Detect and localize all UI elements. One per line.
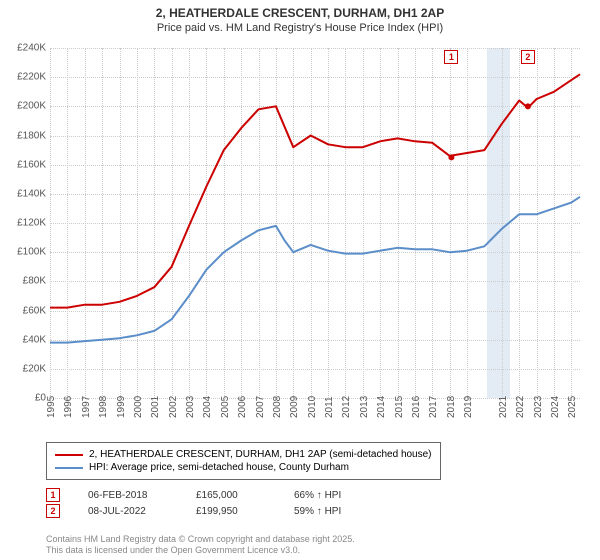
sale-price: £165,000 (196, 490, 266, 501)
x-tick-label: 1997 (81, 396, 92, 418)
sales-table: 1 06-FEB-2018 £165,000 66% ↑ HPI 2 08-JUL-202… (46, 486, 384, 520)
x-tick-label: 2003 (185, 396, 196, 418)
x-tick-label: 2023 (533, 396, 544, 418)
sale-date: 06-FEB-2018 (88, 490, 168, 501)
sale-row-marker: 1 (46, 488, 60, 502)
x-tick-label: 1996 (63, 396, 74, 418)
x-tick-label: 2007 (255, 396, 266, 418)
legend-label: HPI: Average price, semi-detached house,… (89, 462, 349, 473)
y-tick-label: £80K (23, 276, 46, 287)
y-tick-label: £200K (17, 101, 46, 112)
x-tick-label: 2016 (411, 396, 422, 418)
x-tick-label: 2010 (307, 396, 318, 418)
y-tick-label: £40K (23, 334, 46, 345)
x-tick-label: 2005 (220, 396, 231, 418)
legend-label: 2, HEATHERDALE CRESCENT, DURHAM, DH1 2AP… (89, 449, 432, 460)
sale-row: 1 06-FEB-2018 £165,000 66% ↑ HPI (46, 488, 384, 502)
y-tick-label: £20K (23, 363, 46, 374)
x-tick-label: 1999 (116, 396, 127, 418)
x-tick-label: 2022 (515, 396, 526, 418)
y-tick-label: £180K (17, 130, 46, 141)
x-tick-label: 2006 (237, 396, 248, 418)
series-line-price_paid (50, 74, 580, 307)
sale-point-marker (448, 154, 454, 160)
x-tick-label: 2018 (446, 396, 457, 418)
attribution-line2: This data is licensed under the Open Gov… (46, 545, 355, 556)
x-axis: 1995199619971998199920002001200220032004… (50, 400, 580, 436)
x-tick-label: 2000 (133, 396, 144, 418)
legend: 2, HEATHERDALE CRESCENT, DURHAM, DH1 2AP… (46, 442, 441, 480)
x-tick-label: 1998 (98, 396, 109, 418)
sale-date: 08-JUL-2022 (88, 506, 168, 517)
x-tick-label: 2001 (150, 396, 161, 418)
legend-swatch (55, 454, 83, 456)
title-subtitle: Price paid vs. HM Land Registry's House … (8, 22, 592, 34)
x-tick-label: 2011 (324, 396, 335, 418)
x-tick-label: 2002 (168, 396, 179, 418)
x-tick-label: 1995 (46, 396, 57, 418)
attribution-line1: Contains HM Land Registry data © Crown c… (46, 534, 355, 545)
y-tick-label: £160K (17, 159, 46, 170)
x-tick-label: 2021 (498, 396, 509, 418)
legend-row: 2, HEATHERDALE CRESCENT, DURHAM, DH1 2AP… (55, 449, 432, 460)
sale-row: 2 08-JUL-2022 £199,950 59% ↑ HPI (46, 504, 384, 518)
sale-marker-box: 1 (444, 50, 458, 64)
sale-price: £199,950 (196, 506, 266, 517)
x-tick-label: 2013 (359, 396, 370, 418)
y-tick-label: £140K (17, 188, 46, 199)
x-tick-label: 2009 (289, 396, 300, 418)
series-line-hpi (50, 197, 580, 343)
x-tick-label: 2004 (202, 396, 213, 418)
y-tick-label: £100K (17, 247, 46, 258)
x-tick-label: 2015 (394, 396, 405, 418)
legend-swatch (55, 467, 83, 469)
sale-delta: 66% ↑ HPI (294, 490, 384, 501)
x-tick-label: 2019 (463, 396, 474, 418)
sale-point-marker (525, 103, 531, 109)
y-tick-label: £120K (17, 218, 46, 229)
sale-marker-box: 2 (521, 50, 535, 64)
attribution-text: Contains HM Land Registry data © Crown c… (46, 534, 355, 557)
x-tick-label: 2024 (550, 396, 561, 418)
chart-plot-area (50, 48, 580, 398)
chart-lines-svg (50, 48, 580, 398)
chart-title-block: 2, HEATHERDALE CRESCENT, DURHAM, DH1 2AP… (0, 0, 600, 38)
y-tick-label: £0 (35, 393, 46, 404)
y-axis: £0£20K£40K£60K£80K£100K£120K£140K£160K£1… (4, 48, 48, 398)
y-tick-label: £240K (17, 43, 46, 54)
legend-row: HPI: Average price, semi-detached house,… (55, 462, 432, 473)
sale-delta: 59% ↑ HPI (294, 506, 384, 517)
y-tick-label: £220K (17, 72, 46, 83)
x-tick-label: 2012 (341, 396, 352, 418)
x-tick-label: 2014 (376, 396, 387, 418)
sale-row-marker: 2 (46, 504, 60, 518)
x-tick-label: 2025 (567, 396, 578, 418)
y-tick-label: £60K (23, 305, 46, 316)
x-tick-label: 2008 (272, 396, 283, 418)
title-address: 2, HEATHERDALE CRESCENT, DURHAM, DH1 2AP (8, 6, 592, 20)
x-tick-label: 2017 (428, 396, 439, 418)
